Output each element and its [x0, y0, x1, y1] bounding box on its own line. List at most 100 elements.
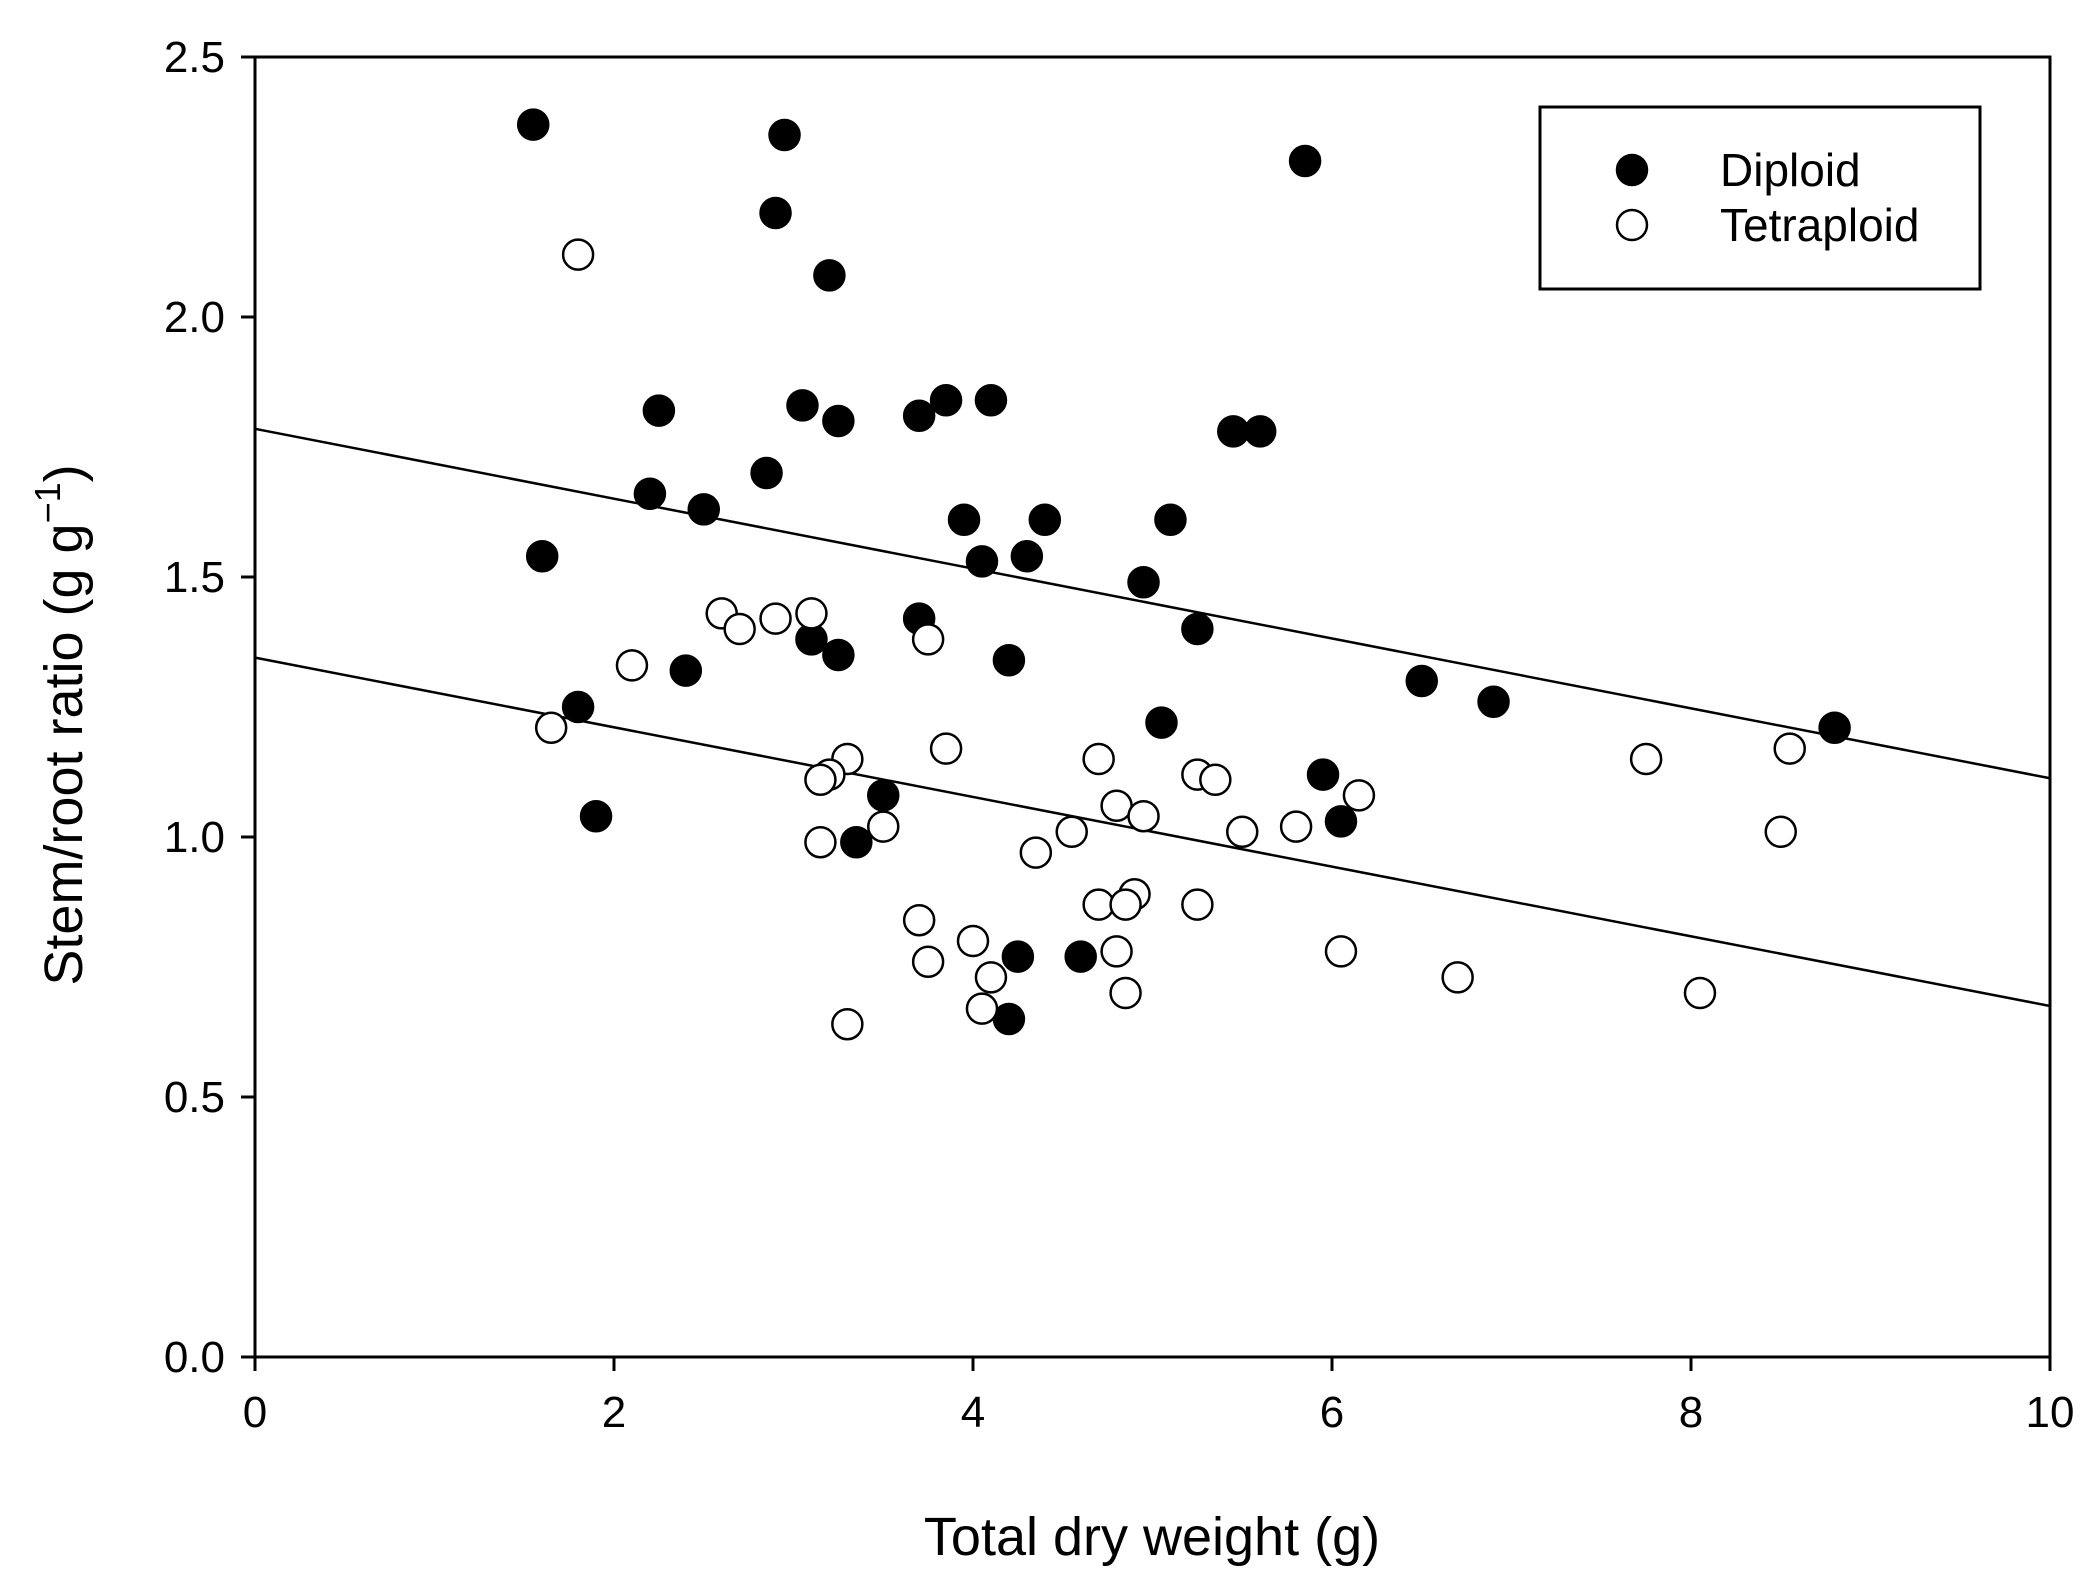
data-point-diploid [902, 399, 936, 433]
x-axis: 0 2 4 6 8 10 [243, 1357, 2075, 1437]
data-point-diploid [1288, 144, 1322, 178]
data-point-tetraploid [911, 945, 945, 979]
data-point-diploid [1405, 664, 1438, 698]
data-point-diploid [992, 1002, 1026, 1036]
legend-marker-diploid [1615, 153, 1649, 187]
data-point-diploid [1001, 940, 1035, 973]
data-point-diploid [642, 394, 676, 427]
y-tick-label: 2.5 [164, 33, 225, 82]
data-point-tetraploid [1181, 888, 1214, 921]
data-point-diploid [1127, 565, 1160, 599]
data-point-tetraploid [759, 602, 792, 635]
data-point-diploid [1217, 415, 1250, 448]
legend-label-diploid: Diploid [1720, 144, 1861, 196]
data-point-tetraploid [1629, 742, 1663, 776]
data-point-tetraploid [1773, 732, 1806, 765]
data-point-tetraploid [561, 238, 595, 271]
data-point-tetraploid [723, 612, 756, 646]
y-axis-title-suffix: ) [34, 464, 94, 482]
data-point-tetraploid [956, 924, 990, 958]
data-point-tetraploid [867, 810, 900, 843]
plot-area [253, 55, 2052, 1359]
data-point-diploid [633, 477, 667, 511]
data-point-tetraploid [1100, 935, 1133, 968]
data-point-tetraploid [911, 623, 945, 656]
data-point-diploid [822, 404, 855, 438]
data-point-tetraploid [1279, 810, 1313, 843]
data-point-tetraploid [1082, 888, 1115, 921]
x-tick-label: 0 [243, 1388, 267, 1437]
data-point-tetraploid [1764, 815, 1797, 849]
data-point-diploid [561, 690, 595, 724]
data-point-diploid [813, 259, 846, 292]
data-point-tetraploid [902, 903, 936, 937]
x-tick-label: 8 [1679, 1388, 1703, 1437]
data-point-diploid [929, 383, 963, 417]
data-point-diploid [1818, 711, 1851, 745]
data-point-tetraploid [929, 732, 963, 765]
data-point-tetraploid [1109, 976, 1142, 1010]
data-point-diploid [1324, 805, 1358, 838]
data-point-tetraploid [1019, 836, 1053, 869]
data-point-diploid [1306, 758, 1340, 791]
data-point-diploid [1028, 503, 1062, 537]
data-point-diploid [759, 196, 792, 230]
y-axis-title-exponent: −1 [27, 482, 68, 523]
data-point-tetraploid [1082, 742, 1115, 776]
data-point-diploid [822, 638, 855, 672]
data-point-diploid [750, 456, 783, 490]
x-tick-label: 10 [2026, 1388, 2075, 1437]
data-point-tetraploid [1100, 789, 1133, 823]
data-point-diploid [840, 825, 873, 859]
data-point-diploid [1145, 706, 1178, 739]
data-points [516, 108, 1851, 1041]
data-point-diploid [1181, 612, 1214, 646]
data-point-diploid [965, 545, 999, 578]
data-point-diploid [974, 383, 1008, 417]
data-point-tetraploid [1683, 976, 1717, 1010]
data-point-diploid [669, 654, 703, 687]
data-point-tetraploid [1324, 935, 1358, 968]
data-point-tetraploid [1226, 815, 1259, 849]
data-point-tetraploid [831, 1007, 864, 1041]
data-point-diploid [1064, 940, 1097, 973]
data-point-diploid [947, 503, 981, 537]
legend-box [1538, 105, 1982, 291]
data-point-tetraploid [974, 961, 1008, 994]
y-axis: 0.0 0.5 1.0 1.5 2.0 2.5 [164, 33, 255, 1382]
data-point-tetraploid [965, 992, 999, 1025]
data-point-diploid [1010, 539, 1044, 573]
data-point-tetraploid [534, 711, 568, 745]
data-point-diploid [786, 389, 819, 422]
y-tick-label: 0.5 [164, 1073, 225, 1122]
data-point-tetraploid [1342, 779, 1376, 812]
data-point-tetraploid [1127, 799, 1160, 833]
data-point-diploid [516, 108, 550, 141]
x-tick-label: 4 [961, 1388, 985, 1437]
x-tick-label: 2 [602, 1388, 626, 1437]
data-point-diploid [867, 779, 900, 812]
data-point-diploid [1154, 503, 1187, 537]
data-point-diploid [992, 643, 1026, 677]
data-point-diploid [1243, 415, 1277, 448]
data-point-tetraploid [1055, 815, 1088, 849]
legend-label-tetraploid: Tetraploid [1720, 199, 1919, 251]
fit-line-diploid [254, 427, 2051, 780]
legend-marker-tetraploid [1615, 208, 1649, 242]
y-tick-label: 2.0 [164, 293, 225, 342]
x-axis-title: Total dry weight (g) [924, 1507, 1380, 1567]
y-tick-label: 1.5 [164, 553, 225, 602]
y-axis-title: Stem/root ratio (g g−1) [27, 464, 94, 985]
data-point-diploid [579, 799, 613, 833]
data-point-tetraploid [804, 763, 837, 797]
data-point-tetraploid [615, 649, 649, 682]
y-tick-label: 1.0 [164, 813, 225, 862]
data-point-diploid [687, 493, 720, 526]
data-point-tetraploid [795, 597, 828, 630]
plot-frame [253, 55, 2052, 1359]
legend: Diploid Tetraploid [1538, 105, 1982, 291]
data-point-tetraploid [1109, 888, 1142, 921]
y-tick-label: 0.0 [164, 1333, 225, 1382]
data-point-tetraploid [804, 825, 837, 859]
